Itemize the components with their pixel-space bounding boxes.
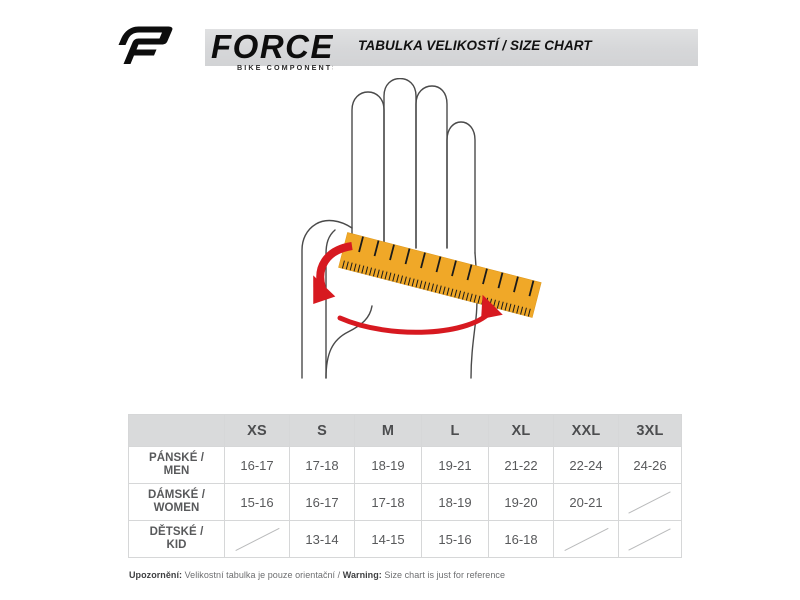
page-title: TABULKA VELIKOSTÍ / SIZE CHART [358, 38, 592, 53]
force-logo: FORCE BIKE COMPONENTS FOR YOU [118, 24, 333, 76]
row-label-men-line2: MEN [163, 465, 190, 477]
column-header-m: M [354, 414, 422, 447]
row-label-kid-line1: DĚTSKÉ / [149, 526, 204, 538]
force-tagline: BIKE COMPONENTS FOR YOU [237, 63, 333, 72]
cell-men-xs: 16-17 [224, 446, 290, 484]
page-header: TABULKA VELIKOSTÍ / SIZE CHART FORCE BIK… [0, 0, 800, 86]
cell-women-l: 18-19 [421, 483, 489, 521]
unavailable-slash-icon [628, 528, 672, 551]
table-header: XS S M L XL XXL 3XL [128, 414, 682, 447]
disclaimer-text-en: Size chart is just for reference [381, 570, 506, 580]
svg-text:FORCE: FORCE [211, 28, 333, 65]
unavailable-slash-icon [235, 528, 279, 551]
table-body: PÁNSKÉ / MEN 16-17 17-18 18-19 19-21 21-… [128, 446, 682, 558]
row-label-women: DÁMSKÉ / WOMEN [128, 483, 225, 521]
disclaimer-label-en: Warning: [342, 570, 382, 580]
row-label-men: PÁNSKÉ / MEN [128, 446, 225, 484]
ruler-icon [338, 232, 542, 318]
row-label-women-line1: DÁMSKÉ / [147, 489, 206, 501]
cell-kid-s: 13-14 [289, 520, 355, 558]
cell-men-m: 18-19 [354, 446, 422, 484]
hand-ruler-illustration [240, 78, 560, 398]
force-f-mark [118, 26, 173, 64]
table-header-row: XS S M L XL XXL 3XL [128, 414, 682, 447]
column-header-l: L [421, 414, 489, 447]
size-chart-table: XS S M L XL XXL 3XL PÁNSKÉ / MEN 16-17 1… [128, 414, 682, 558]
column-header-xs: XS [224, 414, 290, 447]
cell-men-l: 19-21 [421, 446, 489, 484]
header-gray-bar [205, 29, 698, 66]
disclaimer-label-cs: Upozornění: [129, 570, 183, 580]
disclaimer-note: Upozornění: Velikostní tabulka je pouze … [129, 570, 505, 580]
column-header-xxl: XXL [553, 414, 619, 447]
disclaimer-text-cs: Velikostní tabulka je pouze orientační / [182, 570, 343, 580]
row-label-kid: DĚTSKÉ / KID [128, 520, 225, 558]
column-header-xl: XL [488, 414, 554, 447]
column-header-3xl: 3XL [618, 414, 682, 447]
cell-women-s: 16-17 [289, 483, 355, 521]
cell-men-3xl: 24-26 [618, 446, 682, 484]
cell-women-m: 17-18 [354, 483, 422, 521]
unavailable-slash-icon [564, 528, 608, 551]
cell-women-xl: 19-20 [488, 483, 554, 521]
size-chart-table-container: XS S M L XL XXL 3XL PÁNSKÉ / MEN 16-17 1… [128, 414, 682, 558]
cell-kid-3xl-unavailable [618, 520, 682, 558]
cell-women-xxl: 20-21 [553, 483, 619, 521]
table-row: DÁMSKÉ / WOMEN 15-16 16-17 17-18 18-19 1… [128, 483, 682, 521]
cell-kid-xs-unavailable [224, 520, 290, 558]
cell-men-xl: 21-22 [488, 446, 554, 484]
cell-kid-l: 15-16 [421, 520, 489, 558]
row-label-men-line1: PÁNSKÉ / [148, 452, 205, 464]
unavailable-slash-icon [628, 491, 672, 514]
cell-kid-m: 14-15 [354, 520, 422, 558]
row-label-kid-line2: KID [166, 539, 187, 551]
table-corner-cell [128, 414, 225, 447]
cell-men-s: 17-18 [289, 446, 355, 484]
measure-arrow-left-icon [313, 242, 353, 305]
table-row: DĚTSKÉ / KID 13-14 14-15 15-16 16-18 [128, 520, 682, 558]
cell-men-xxl: 22-24 [553, 446, 619, 484]
cell-kid-xl: 16-18 [488, 520, 554, 558]
force-wordmark: FORCE [211, 28, 333, 65]
cell-women-xs: 15-16 [224, 483, 290, 521]
cell-women-3xl-unavailable [618, 483, 682, 521]
table-row: PÁNSKÉ / MEN 16-17 17-18 18-19 19-21 21-… [128, 446, 682, 484]
hand-outline-icon [301, 78, 478, 379]
row-label-women-line2: WOMEN [153, 502, 200, 514]
measure-arrow-right-icon [337, 294, 503, 335]
svg-text:BIKE COMPONENTS FOR YOU: BIKE COMPONENTS FOR YOU [237, 63, 333, 72]
column-header-s: S [289, 414, 355, 447]
cell-kid-xxl-unavailable [553, 520, 619, 558]
